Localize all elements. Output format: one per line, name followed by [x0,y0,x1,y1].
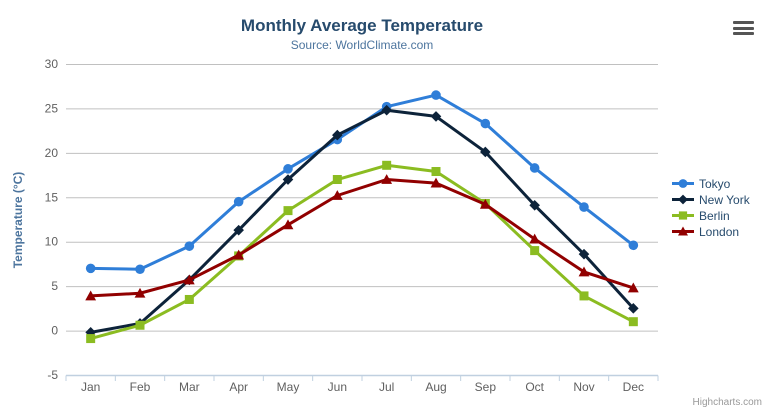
legend-item-new-york[interactable]: New York [672,192,750,207]
y-axis-tick-label: 0 [51,324,58,338]
hamburger-bar-icon [733,21,754,24]
chart-subtitle: Source: WorldClimate.com [291,38,434,52]
x-axis-tick-label: Sep [475,380,497,394]
series-line[interactable] [89,163,635,341]
x-axis-tick-label: Feb [130,380,151,394]
x-axis-tick-label: Oct [525,380,544,394]
y-axis-title: Temperature (°C) [11,172,25,269]
y-axis-tick-labels: -5 0 5 10 15 20 25 30 [45,57,59,382]
legend-item-label: Berlin [699,208,730,223]
x-axis-tick-label: Jan [81,380,100,394]
x-axis-tick-labels: Jan Feb Mar Apr May Jun Jul Aug Sep Oct Nov Dec [81,380,644,394]
x-axis-tick-label: Jul [379,380,394,394]
legend-item-label: Tokyo [699,176,731,191]
legend-marker-icon [672,194,694,205]
series-london[interactable] [85,174,639,301]
x-axis-tick-label: Jun [328,380,347,394]
series-line[interactable] [89,178,635,298]
chart-title: Monthly Average Temperature [241,16,483,35]
highcharts-credits[interactable]: Highcharts.com [693,397,762,408]
legend-marker-icon [672,179,694,188]
series-tokyo[interactable] [85,90,639,275]
legend-item-tokyo[interactable]: Tokyo [672,176,750,191]
legend-item-berlin[interactable]: Berlin [672,208,750,223]
y-axis-tick-label: 25 [45,101,59,115]
hamburger-bar-icon [733,26,754,30]
x-axis-tick-label: Apr [229,380,248,394]
export-menu-button[interactable] [733,21,754,35]
legend-marker-icon [672,226,694,236]
y-axis-tick-label: 15 [45,190,59,204]
x-axis-tick-label: Nov [573,380,594,394]
hamburger-bar-icon [733,32,754,35]
x-axis-tick-label: May [277,380,300,394]
legend-item-label: New York [699,192,750,207]
y-axis-tick-label: 20 [45,146,59,160]
y-axis-tick-label: 5 [51,279,58,293]
x-axis-tick-label: Dec [623,380,644,394]
grid-lines [66,64,658,376]
x-axis-tick-label: Aug [425,380,446,394]
axis-lines [65,374,659,381]
y-axis-tick-label: 10 [45,235,59,249]
y-axis-tick-label: -5 [47,368,58,382]
legend-marker-icon [672,211,694,220]
legend-item-label: London [699,224,740,239]
series-line[interactable] [89,108,635,334]
legend-item-london[interactable]: London [672,224,750,239]
data-series-group [85,90,639,344]
x-axis-tick-label: Mar [179,380,200,394]
y-axis-tick-label: 30 [45,57,59,71]
legend: Tokyo New York Berlin London [672,177,750,241]
series-new-york[interactable] [85,104,639,338]
